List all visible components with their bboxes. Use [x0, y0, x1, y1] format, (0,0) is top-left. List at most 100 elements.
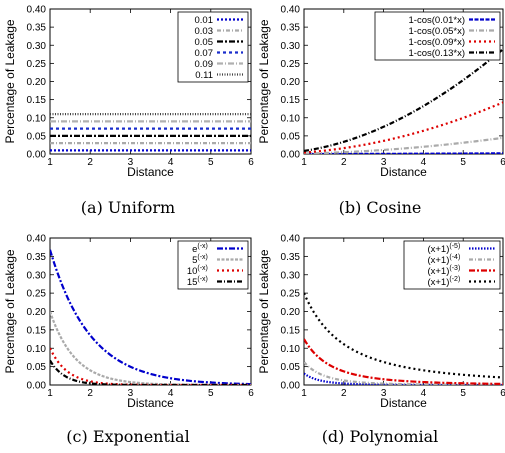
x-tick-label: 3 [381, 157, 387, 168]
legend-label: 1-cos(0.01*x) [409, 15, 466, 26]
y-tick-label: 0.25 [281, 59, 301, 70]
x-axis-label: Distance [380, 165, 427, 179]
y-axis-label: Percentage of Leakage [3, 249, 17, 373]
y-tick-label: 0.00 [27, 150, 47, 161]
legend-label-exponent: (-x) [197, 254, 208, 261]
y-tick-label: 0.30 [281, 41, 301, 52]
x-tick-label: 4 [168, 157, 174, 168]
series-line-3 [304, 338, 503, 385]
y-tick-label: 0.25 [27, 59, 47, 70]
legend-label: e [192, 244, 197, 255]
y-tick-label: 0.00 [281, 150, 301, 161]
legend-label: 1-cos(0.05*x) [409, 26, 466, 37]
x-tick-label: 4 [168, 388, 174, 399]
legend-label: 1-cos(0.09*x) [409, 37, 466, 48]
x-tick-label: 4 [421, 388, 427, 399]
panel-caption: (a) Uniform [81, 198, 175, 217]
legend-label-exponent: (-x) [197, 243, 208, 250]
series-line-2 [50, 311, 251, 385]
chart-panel-1: 0.00 0.05 0.10 0.15 0.20 0.25 0.30 0.35 0.40 1 2 3 4… [3, 5, 254, 218]
x-axis-label: Distance [127, 396, 174, 410]
series-line-4 [50, 359, 251, 385]
legend-label: 0.09 [195, 59, 214, 70]
series-line-3 [304, 101, 503, 154]
x-tick-label: 2 [341, 157, 347, 168]
legend-label-exponent: (-5) [449, 243, 460, 250]
panel-caption: (b) Cosine [339, 198, 422, 217]
y-tick-label: 0.20 [281, 307, 301, 318]
legend-box [177, 240, 249, 290]
legend-label: 0.03 [195, 26, 214, 37]
y-tick-label: 0.30 [27, 41, 47, 52]
legend-label-exponent: (-4) [449, 254, 460, 261]
legend: e (-x)5 (-x)10 (-x)15 (-x) [177, 240, 249, 290]
y-tick-label: 0.30 [27, 270, 47, 281]
legend-label: 1-cos(0.13*x) [409, 48, 466, 59]
y-tick-label: 0.10 [27, 113, 47, 124]
y-tick-label: 0.40 [27, 234, 47, 245]
legend-label: 0.11 [195, 70, 213, 81]
legend-label-exponent: (-2) [449, 276, 460, 283]
y-tick-label: 0.40 [281, 234, 301, 245]
y-tick-label: 0.30 [281, 270, 301, 281]
x-tick-label: 1 [301, 388, 307, 399]
y-tick-label: 0.20 [281, 77, 301, 88]
x-tick-label: 2 [87, 388, 93, 399]
y-tick-label: 0.05 [27, 131, 47, 142]
x-tick-label: 2 [341, 388, 347, 399]
series-line-4 [304, 48, 503, 153]
legend: (x+1) (-5)(x+1) (-4)(x+1) (-3)(x+1) (-2) [403, 240, 501, 290]
y-tick-label: 0.35 [27, 252, 47, 263]
legend-label: (x+1) [427, 277, 449, 288]
x-tick-label: 5 [460, 388, 466, 399]
x-axis-label: Distance [380, 396, 427, 410]
y-tick-label: 0.15 [281, 325, 301, 336]
chart-panel-4: 0.00 0.05 0.10 0.15 0.20 0.25 0.30 0.35 0.40 1 2 3 4… [257, 234, 505, 447]
x-axis-label: Distance [127, 165, 174, 179]
y-tick-label: 0.40 [281, 5, 301, 16]
x-tick-label: 6 [500, 157, 505, 168]
y-tick-label: 0.00 [27, 381, 47, 392]
x-tick-label: 2 [87, 157, 93, 168]
y-tick-label: 0.00 [281, 381, 301, 392]
chart-panel-3: 0.00 0.05 0.10 0.15 0.20 0.25 0.30 0.35 0.40 1 2 3 4… [3, 234, 254, 447]
y-axis-label: Percentage of Leakage [257, 249, 271, 373]
panel-caption: (c) Exponential [66, 427, 189, 446]
x-tick-label: 6 [500, 388, 505, 399]
legend-label-exponent: (-x) [197, 276, 208, 283]
y-tick-label: 0.05 [27, 362, 47, 373]
legend-label: (x+1) [427, 255, 449, 266]
y-tick-label: 0.25 [281, 289, 301, 300]
panel-caption: (d) Polynomial [322, 427, 439, 446]
legend-label: 0.07 [195, 48, 214, 59]
series-line-3 [50, 347, 251, 385]
x-tick-label: 4 [421, 157, 427, 168]
y-tick-label: 0.20 [27, 307, 47, 318]
legend: 0.010.030.050.070.090.11 [177, 11, 249, 83]
x-tick-label: 5 [208, 157, 214, 168]
x-tick-label: 3 [128, 157, 134, 168]
y-tick-label: 0.35 [27, 23, 47, 34]
x-tick-label: 3 [128, 388, 134, 399]
y-tick-label: 0.15 [27, 325, 47, 336]
y-tick-label: 0.15 [281, 95, 301, 106]
series-line-1 [304, 152, 503, 154]
series-line-2 [304, 361, 503, 385]
x-tick-label: 1 [47, 157, 53, 168]
y-tick-label: 0.40 [27, 5, 47, 16]
x-tick-label: 1 [47, 388, 53, 399]
legend-label-exponent: (-x) [197, 265, 208, 272]
legend-box [177, 11, 249, 83]
y-tick-label: 0.20 [27, 77, 47, 88]
legend-label-exponent: (-3) [449, 265, 460, 272]
x-tick-label: 6 [248, 157, 254, 168]
series-line-4 [304, 292, 503, 379]
y-tick-label: 0.05 [281, 131, 301, 142]
legend-label: 10 [187, 266, 198, 277]
series-line-2 [304, 136, 503, 154]
legend-label: 0.01 [195, 15, 214, 26]
legend-label: 5 [192, 255, 197, 266]
legend: 1-cos(0.01*x)1-cos(0.05*x)1-cos(0.09*x)1… [374, 11, 501, 61]
y-tick-label: 0.10 [27, 344, 47, 355]
y-tick-label: 0.10 [281, 344, 301, 355]
